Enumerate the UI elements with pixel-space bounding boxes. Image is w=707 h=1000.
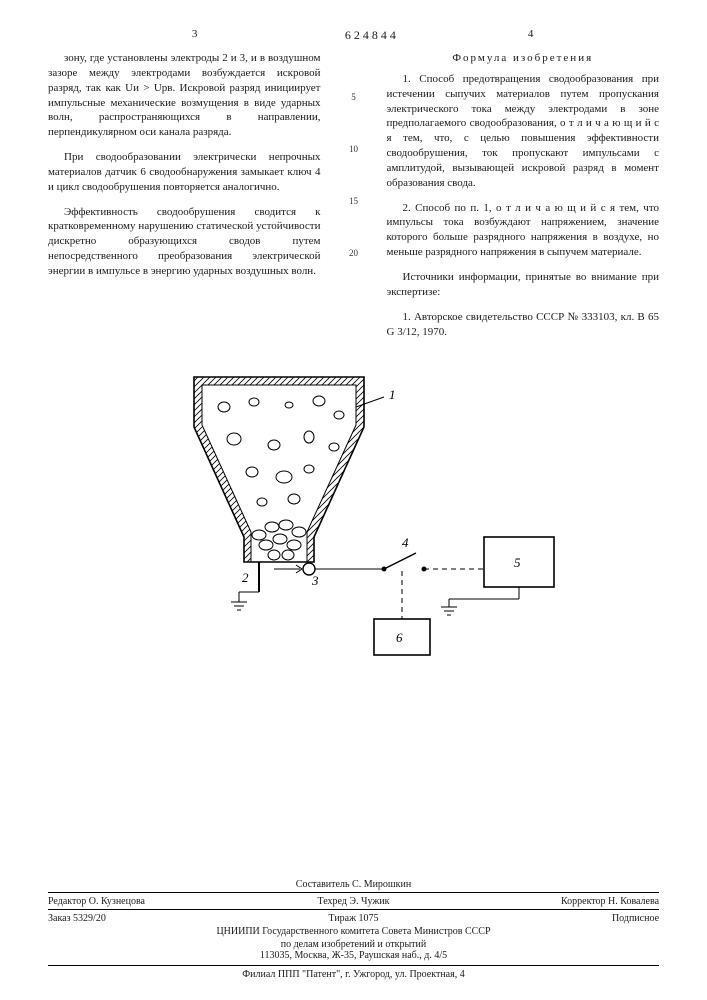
line-15: 15 xyxy=(345,155,363,207)
claim-2: 2. Способ по п. 1, о т л и ч а ю щ и й с… xyxy=(387,201,660,260)
ground-5 xyxy=(441,599,457,615)
corrector: Корректор Н. Ковалева xyxy=(455,896,659,907)
page-col-right: 4 xyxy=(402,28,659,43)
line-20: 20 xyxy=(345,207,363,259)
claim-1: 1. Способ предотвращения сводообразовани… xyxy=(387,72,660,191)
figure-label-5: 5 xyxy=(514,555,521,570)
figure-label-3: 3 xyxy=(311,573,319,588)
left-text-column: зону, где установлены электроды 2 и 3, и… xyxy=(48,51,321,349)
page-col-left: 3 xyxy=(48,28,341,43)
line-5: 5 xyxy=(345,51,363,103)
claims-title: Формула изобретения xyxy=(387,51,660,66)
left-p2: При сводообразовании электрически непроч… xyxy=(48,150,321,195)
figure-label-1: 1 xyxy=(389,387,396,402)
patent-figure: 1 2 3 4 xyxy=(124,367,584,667)
publisher-address: 113035, Москва, Ж-35, Раушская наб., д. … xyxy=(48,950,659,961)
granules xyxy=(218,396,344,506)
composer-line: Составитель С. Мирошкин xyxy=(48,879,659,890)
switch-lever xyxy=(384,553,416,569)
imprint-footer: Составитель С. Мирошкин Редактор О. Кузн… xyxy=(48,879,659,980)
left-p1: зону, где установлены электроды 2 и 3, и… xyxy=(48,51,321,140)
subscription: Подписное xyxy=(455,913,659,924)
material-arch xyxy=(252,520,306,560)
line-number-gutter: 5 10 15 20 xyxy=(345,51,363,349)
left-p3: Эффективность сводообрушения сводится к … xyxy=(48,205,321,279)
right-text-column: Формула изобретения 1. Способ предотвращ… xyxy=(387,51,660,349)
publisher-org2: по делам изобретений и открытий xyxy=(48,939,659,950)
editor: Редактор О. Кузнецова xyxy=(48,896,252,907)
patent-number: 624844 xyxy=(341,28,402,43)
circulation: Тираж 1075 xyxy=(252,913,456,924)
figure-label-6: 6 xyxy=(396,630,403,645)
tech-editor: Техред Э. Чужик xyxy=(252,896,456,907)
ground-2 xyxy=(231,592,247,610)
figure-label-2: 2 xyxy=(242,570,249,585)
figure-label-4: 4 xyxy=(402,535,409,550)
sources-heading: Источники информации, принятые во вниман… xyxy=(387,270,660,300)
order-number: Заказ 5329/20 xyxy=(48,913,252,924)
publisher-org: ЦНИИПИ Государственного комитета Совета … xyxy=(48,926,659,937)
line-10: 10 xyxy=(345,103,363,155)
source-1: 1. Авторское свидетельство СССР № 333103… xyxy=(387,310,660,340)
printer-line: Филиал ППП "Патент", г. Ужгород, ул. Про… xyxy=(48,965,659,980)
